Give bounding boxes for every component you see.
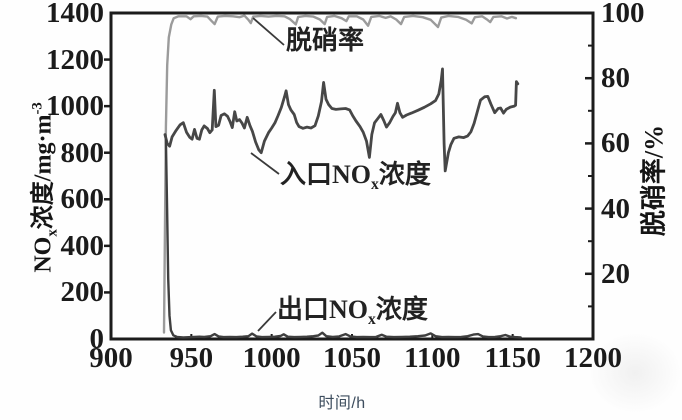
series-line-0 [162, 14, 518, 334]
y-left-tick-label: 200 [60, 276, 105, 309]
y-left-tick-label: 0 [89, 323, 105, 355]
x-tick-label: 1150 [484, 342, 541, 374]
x-tick-label: 1050 [323, 342, 381, 374]
annotation-leader-0 [252, 17, 285, 46]
y-right-tick-label: 80 [601, 62, 630, 95]
y-left-tick-label: 1000 [46, 90, 104, 123]
annotation-inlet-nox: 入口NOx浓度 [280, 160, 431, 194]
x-tick-label: 950 [169, 342, 214, 374]
annotation-leader-1 [250, 152, 280, 175]
x-tick-label: 1000 [242, 342, 301, 374]
x-axis-label: 时间/h [318, 395, 366, 412]
x-tick-label: 1200 [564, 342, 622, 374]
y-left-tick-label: 1400 [46, 0, 104, 29]
x-tick-label: 900 [89, 342, 133, 374]
y-left-tick-label: 800 [60, 136, 105, 169]
series-line-2 [164, 138, 522, 339]
annotation-leader-2 [257, 311, 277, 332]
annotation-denitration-rate: 脱硝率 [286, 26, 365, 55]
y-left-tick-label: 600 [60, 183, 105, 216]
y-left-tick-label: 1200 [46, 43, 104, 76]
y-right-tick-label: 60 [601, 127, 630, 160]
series-line-1 [163, 67, 520, 173]
annotation-outlet-nox: 出口NOx浓度 [277, 295, 428, 329]
y-right-tick-label: 20 [601, 257, 630, 290]
y-left-tick-label: 400 [60, 229, 105, 262]
y-right-tick-label: 100 [601, 0, 645, 29]
x-tick-label: 1100 [404, 342, 461, 374]
y-right-tick-label: 40 [601, 192, 630, 225]
